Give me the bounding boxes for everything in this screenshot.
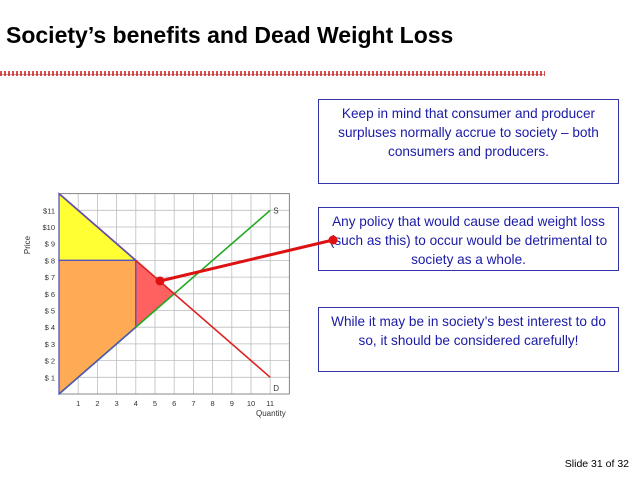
y-tick-label: $11	[43, 206, 55, 215]
y-tick-label: $ 6	[45, 290, 55, 299]
dead-weight-loss-diagram: S D $ 1 $ 2 $ 3 $ 4 $ 5 $ 6 $ 7 $ 8 $ 9 $10 $11 1 2 3 4…	[23, 192, 290, 418]
demand-curve-label: D	[273, 384, 279, 393]
y-tick-label: $ 3	[45, 340, 55, 349]
y-tick-label: $ 9	[45, 240, 55, 249]
slide-title: Society’s benefits and Dead Weight Loss	[6, 22, 454, 48]
y-tick-label: $ 2	[45, 357, 55, 366]
x-tick-label: 5	[153, 399, 157, 408]
y-tick-label: $ 8	[45, 256, 55, 265]
x-axis-label: Quantity	[256, 409, 286, 418]
slide-number: Slide 31 of 32	[564, 458, 629, 470]
x-tick-label: 6	[172, 399, 176, 408]
y-tick-label: $ 7	[45, 273, 55, 282]
x-tick-label: 1	[76, 399, 80, 408]
x-tick-label: 4	[134, 399, 138, 408]
y-tick-label: $ 5	[45, 307, 55, 316]
supply-curve-label: S	[273, 206, 278, 215]
x-tick-label: 9	[230, 399, 234, 408]
title-underline	[0, 71, 545, 76]
axis-ticks: $ 1 $ 2 $ 3 $ 4 $ 5 $ 6 $ 7 $ 8 $ 9 $10 $11 1 2 3 4 5 6 7…	[42, 206, 274, 408]
x-tick-label: 8	[211, 399, 215, 408]
y-tick-label: $10	[42, 223, 55, 232]
y-axis-label: Price	[23, 235, 32, 254]
note-box-caution: While it may be in society’s best intere…	[318, 307, 619, 372]
x-tick-label: 3	[115, 399, 119, 408]
x-tick-label: 7	[191, 399, 195, 408]
x-tick-label: 2	[95, 399, 99, 408]
y-tick-label: $ 4	[45, 323, 55, 332]
note-box-surplus: Keep in mind that consumer and producer …	[318, 99, 619, 184]
supply-outline	[58, 326, 137, 395]
x-tick-label: 11	[266, 399, 274, 408]
y-tick-label: $ 1	[45, 373, 55, 382]
note-box-policy: Any policy that would cause dead weight …	[318, 207, 619, 271]
x-tick-label: 10	[247, 399, 255, 408]
demand-outline	[58, 193, 137, 261]
